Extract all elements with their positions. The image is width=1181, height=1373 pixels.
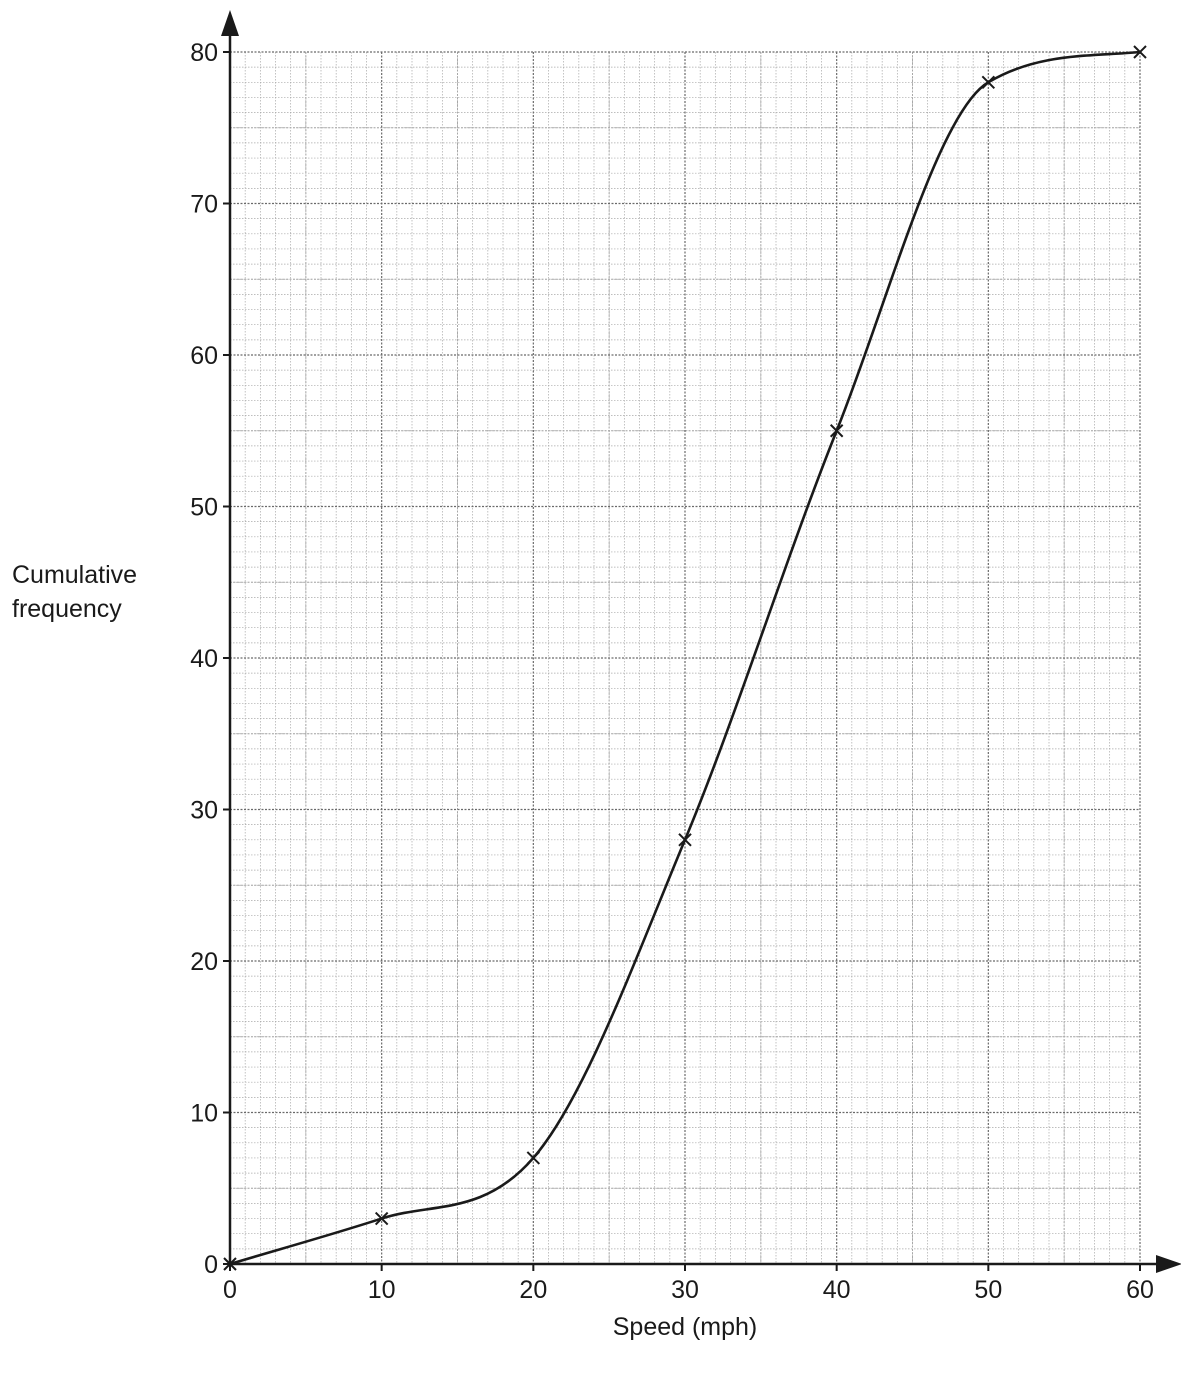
y-tick-label: 0	[204, 1251, 218, 1279]
x-tick-label: 20	[519, 1276, 547, 1304]
y-tick-label: 40	[190, 645, 218, 673]
marker-stroke	[829, 424, 844, 438]
data-point-marker	[223, 1257, 237, 1271]
data-point-marker	[1133, 45, 1147, 59]
axes	[221, 10, 1181, 1273]
y-axis-tick-labels: 0 10 20 30 40 50 60 70 80	[190, 39, 218, 1279]
y-axis-arrow	[221, 10, 239, 36]
x-axis-arrow	[1156, 1255, 1181, 1273]
x-tick-label: 40	[823, 1276, 851, 1304]
cumulative-frequency-curve	[228, 50, 1142, 1266]
y-axis-title-line-1: Cumulative	[12, 561, 137, 589]
x-tick-label: 50	[974, 1276, 1002, 1304]
marker-stroke	[223, 1257, 237, 1271]
data-series	[228, 50, 1142, 1266]
y-tick-label: 80	[190, 39, 218, 67]
data-point-marker	[374, 1211, 389, 1226]
y-tick-label: 10	[190, 1100, 218, 1128]
marker-stroke	[678, 833, 692, 847]
y-axis-title-line-2: frequency	[12, 595, 122, 623]
data-point-marker	[981, 75, 996, 90]
y-tick-label: 70	[190, 191, 218, 219]
y-tick-label: 50	[190, 494, 218, 522]
x-tick-label: 30	[671, 1276, 699, 1304]
x-tick-label: 10	[368, 1276, 396, 1304]
data-point-marker	[678, 833, 692, 847]
marker-stroke	[374, 1211, 389, 1226]
x-tick-label: 0	[223, 1276, 237, 1304]
y-tick-label: 20	[190, 948, 218, 976]
major-grid	[230, 51, 1141, 1264]
marker-stroke	[526, 1151, 541, 1165]
x-axis-title: Speed (mph)	[613, 1313, 758, 1341]
x-tick-label: 60	[1126, 1276, 1154, 1304]
y-tick-label: 30	[190, 797, 218, 825]
marker-stroke	[981, 75, 996, 90]
x-axis-tick-labels: 0 10 20 30 40 50 60	[223, 1276, 1154, 1304]
y-tick-label: 60	[190, 342, 218, 370]
data-point-marker	[526, 1151, 541, 1165]
data-markers	[223, 45, 1147, 1271]
data-point-marker	[829, 424, 844, 438]
marker-stroke	[1133, 45, 1147, 59]
